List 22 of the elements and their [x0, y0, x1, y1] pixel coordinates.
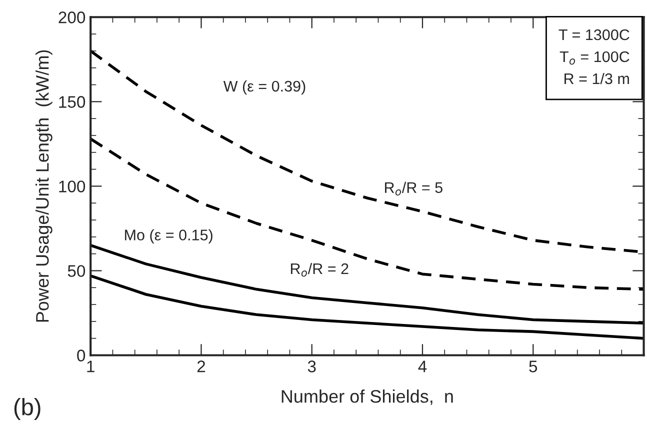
x-tick-label: 3 [308, 360, 316, 372]
annotation: T = 1300C [558, 29, 630, 40]
x-tick-label: 4 [418, 360, 427, 372]
y-axis-title: Power Usage/Unit Length (kW/m) [36, 50, 52, 322]
annotation: R = 1/3 m [564, 72, 629, 84]
annotation: W (ε = 0.39) [223, 80, 306, 95]
x-tick-label: 5 [529, 360, 538, 372]
x-axis-title: Number of Shields, n [282, 390, 453, 405]
x-tick-label: 1 [87, 360, 94, 372]
line-series [90, 137, 644, 291]
annotation: R$_{o}$/R = 5 [385, 182, 442, 196]
annotation: R$_{o}$/R = 2 [290, 262, 348, 277]
text: (b) [14, 398, 40, 420]
y-tick-label: 50 [68, 265, 86, 277]
annotation: Mo (ε = 0.15) [125, 229, 212, 244]
line-series [90, 244, 644, 325]
y-tick-label: 150 [59, 96, 86, 108]
y-tick-label: 0 [77, 350, 86, 362]
y-tick-label: 200 [58, 12, 86, 24]
y-tick-label: 100 [59, 180, 86, 192]
annotation: T$_{o}$ = 100C [560, 51, 630, 65]
x-tick-label: 2 [197, 360, 206, 372]
